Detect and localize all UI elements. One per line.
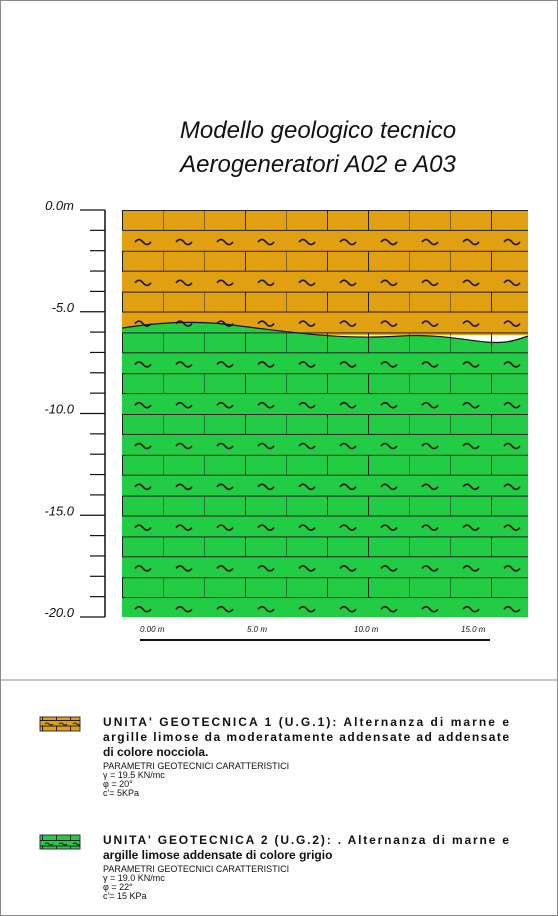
- depth-label: -10.0: [44, 402, 74, 417]
- lithology-pattern: [122, 210, 528, 617]
- depth-label: -5.0: [52, 300, 75, 315]
- depth-label: -15.0: [44, 503, 74, 518]
- legend-text: argille limose addensate di colore grigi…: [103, 848, 332, 862]
- legend-pattern: [40, 835, 80, 849]
- legend-text: di colore nocciola.: [103, 745, 208, 759]
- legend-text: UNITA' GEOTECNICA 1 (U.G.1): Alternanza …: [103, 715, 509, 729]
- param: c'= 15 KPa: [103, 891, 147, 901]
- title: Aerogeneratori A02 e A03: [178, 151, 456, 178]
- scale-label: 10.0 m: [354, 625, 379, 634]
- scale-label: 15.0 m: [461, 625, 486, 634]
- title: Modello geologico tecnico: [180, 117, 456, 144]
- param: c'= 5KPa: [103, 788, 139, 798]
- depth-label: -20.0: [44, 605, 74, 620]
- legend-pattern: [40, 717, 80, 731]
- depth-label: 0.0m: [45, 198, 74, 213]
- legend-text: UNITA' GEOTECNICA 2 (U.G.2): . Alternanz…: [103, 833, 509, 847]
- legend-text: argille limose da moderatamente addensat…: [103, 730, 509, 744]
- scale-label: 5.0 m: [247, 625, 267, 634]
- page: Modello geologico tecnico Aerogeneratori…: [0, 0, 558, 916]
- scale-label: 0.00 m: [140, 625, 165, 634]
